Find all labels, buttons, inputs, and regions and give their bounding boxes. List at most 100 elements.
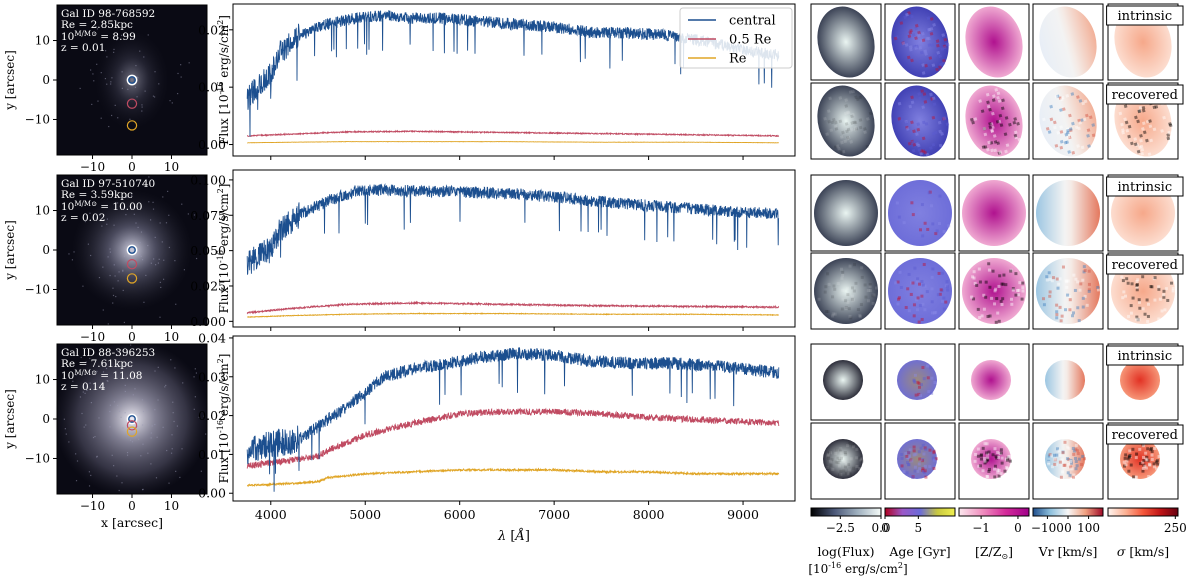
map-pixel-noise [1066, 293, 1070, 297]
map-pixel-noise [855, 464, 859, 468]
pixel-noise [126, 454, 129, 456]
map-pixel-noise [1058, 96, 1063, 100]
map-pixel-noise [933, 53, 938, 58]
pixel-noise [177, 92, 179, 95]
map-pixel-noise [1047, 454, 1051, 458]
map-pixel-noise [931, 222, 935, 226]
map-pixel-noise [978, 316, 982, 320]
map-pixel-noise [900, 118, 905, 122]
map-pixel-noise [986, 475, 990, 479]
map-pixel-noise [921, 443, 925, 447]
pixel-noise [96, 370, 98, 372]
map-pixel-noise [1058, 460, 1062, 464]
x-tick-label: −10 [80, 499, 105, 513]
map-pixel-noise [947, 224, 951, 228]
map-pixel-noise [914, 36, 918, 41]
map-pixel-noise [928, 448, 932, 452]
map-pixel-noise [981, 446, 985, 450]
map-pixel-noise [1058, 305, 1062, 309]
pixel-noise [92, 436, 95, 439]
pixel-noise [140, 231, 143, 233]
map-pixel-noise [1067, 135, 1072, 140]
map-pixel-noise [1150, 449, 1154, 453]
map-shape [814, 258, 878, 324]
map-pixel-noise [929, 92, 933, 97]
map-pixel-noise [1135, 143, 1140, 147]
map-pixel-noise [1055, 316, 1059, 320]
map-pixel-noise [841, 130, 845, 135]
map-pixel-noise [921, 302, 925, 306]
pixel-noise [88, 485, 91, 487]
pixel-noise [181, 203, 183, 205]
map-shape [823, 360, 863, 400]
pixel-noise [172, 401, 174, 403]
map-pixel-noise [1047, 130, 1052, 134]
map-pixel-noise [1052, 120, 1057, 125]
map-pixel-noise [840, 456, 844, 460]
map-pixel-noise [826, 466, 830, 470]
map-pixel-noise [1170, 281, 1174, 285]
map-pixel-noise [993, 447, 997, 451]
map-pixel-noise [988, 125, 993, 129]
map-pixel-noise [853, 263, 857, 267]
colorbar-tick-label: 0 [881, 521, 889, 535]
map-pixel-noise [851, 89, 856, 94]
map-pixel-noise [835, 448, 839, 452]
colorbar-gradient [1032, 507, 1104, 517]
map-pixel-noise [986, 458, 990, 462]
map-pixel-noise [944, 42, 949, 46]
map-pixel-noise [865, 144, 870, 149]
map-pixel-noise [1013, 117, 1018, 121]
pixel-noise [129, 118, 131, 120]
map-pixel-noise [1015, 289, 1019, 293]
map-pixel-noise [1013, 130, 1018, 135]
map-pixel-noise [930, 376, 934, 380]
map-pixel-noise [1064, 132, 1069, 137]
pixel-noise [127, 88, 129, 90]
colorbar-tick-label: 250 [1164, 521, 1187, 535]
map-pixel-noise [931, 456, 935, 460]
map-frame [1032, 82, 1104, 160]
map-panel [810, 343, 882, 421]
pixel-noise [171, 102, 173, 104]
map-pixel-noise [1168, 123, 1173, 128]
pixel-noise [82, 391, 84, 393]
map-pixel-noise [997, 99, 1002, 103]
pixel-noise [102, 266, 104, 268]
map-pixel-noise [916, 122, 921, 126]
map-pixel-noise [902, 221, 906, 225]
map-pixel-noise [921, 365, 925, 369]
map-pixel-noise [1016, 293, 1020, 297]
map-pixel-noise [855, 447, 859, 451]
pixel-noise [72, 380, 74, 382]
map-pixel-noise [1011, 288, 1015, 292]
map-pixel-noise [1076, 280, 1080, 284]
map-pixel-noise [932, 458, 936, 462]
map-pixel-noise [1162, 115, 1166, 120]
galaxy-mass-text: 10M/M⊙ = 8.99 [61, 30, 136, 43]
map-pixel-noise [896, 302, 900, 306]
map-pixel-noise [997, 151, 1002, 155]
map-pixel-noise [1081, 454, 1085, 458]
map-frame [810, 3, 882, 81]
map-pixel-noise [1134, 115, 1138, 120]
map-pixel-noise [905, 471, 909, 475]
map-pixel-noise [921, 470, 925, 474]
spectrum-line-0-5-re [246, 407, 780, 469]
map-pixel-noise [905, 454, 909, 458]
pixel-noise [102, 371, 105, 373]
map-pixel-noise [999, 299, 1003, 303]
map-pixel-noise [1141, 466, 1145, 470]
aperture-circle [126, 413, 138, 425]
pixel-noise [109, 274, 111, 277]
map-pixel-noise [984, 280, 988, 284]
map-row: intrinsic [810, 3, 1184, 81]
map-pixel-noise [982, 293, 986, 297]
map-pixel-noise [1047, 460, 1051, 464]
map-pixel-noise [1078, 99, 1083, 103]
galaxy-mass-text: 10M/M⊙ = 10.00 [61, 200, 142, 213]
colorbar-label-units: [10-16 erg/s/cm2] [808, 561, 907, 576]
map-blob [891, 85, 950, 157]
map-shape [965, 85, 1023, 157]
y-tick-label: 10 [35, 373, 50, 387]
